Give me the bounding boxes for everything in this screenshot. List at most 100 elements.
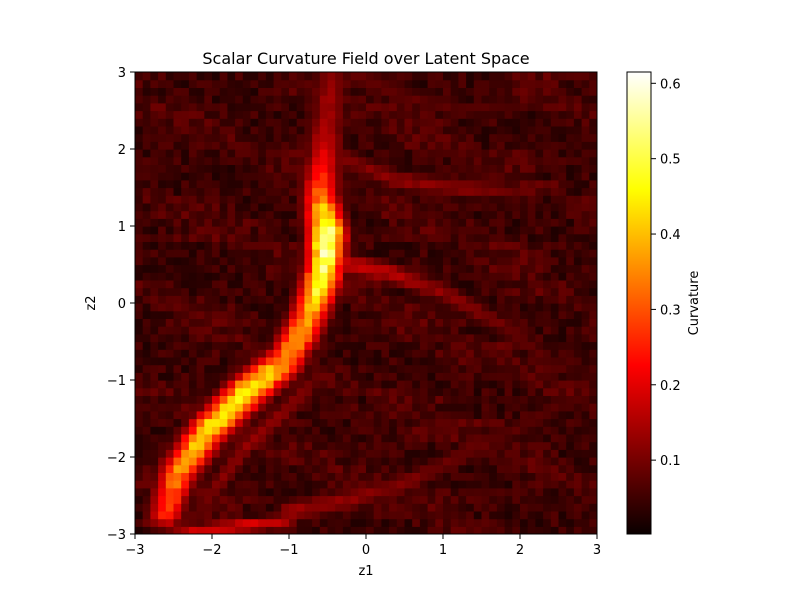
heatmap-cell (281, 149, 290, 158)
heatmap-cell (258, 256, 267, 266)
heatmap-cell (250, 480, 259, 489)
heatmap-cell (173, 256, 182, 266)
heatmap-cell (496, 149, 506, 158)
heatmap-cell (550, 95, 560, 104)
heatmap-cell (381, 403, 390, 412)
heatmap-cell (135, 526, 144, 534)
heatmap-cell (512, 79, 521, 88)
heatmap-cell (573, 249, 583, 258)
heatmap-cell (242, 172, 252, 181)
heatmap-cell (173, 341, 182, 350)
heatmap-cell (327, 310, 336, 319)
heatmap-cell (389, 356, 398, 366)
heatmap-cell (389, 102, 398, 112)
heatmap-cell (135, 79, 144, 88)
heatmap-cell (419, 233, 429, 242)
heatmap-cell (350, 356, 359, 366)
heatmap-cell (289, 125, 298, 135)
heatmap-cell (296, 295, 305, 304)
heatmap-cell (381, 303, 390, 312)
heatmap-cell (481, 118, 490, 127)
heatmap-cell (135, 510, 144, 520)
heatmap-cell (366, 233, 375, 242)
heatmap-cell (419, 395, 429, 404)
heatmap-cell (135, 495, 144, 504)
heatmap-cell (589, 95, 597, 104)
heatmap-cell (219, 387, 228, 396)
heatmap-cell (366, 387, 375, 396)
heatmap-cell (458, 179, 467, 189)
heatmap-cell (335, 79, 344, 88)
heatmap-cell (258, 164, 267, 173)
heatmap-cell (135, 326, 144, 335)
heatmap-cell (412, 110, 421, 119)
heatmap-cell (550, 187, 560, 196)
heatmap-cell (543, 164, 552, 173)
heatmap-cell (535, 226, 544, 235)
heatmap-cell (381, 387, 390, 396)
heatmap-cell (427, 341, 436, 350)
heatmap-cell (573, 149, 583, 158)
heatmap-cell (443, 318, 452, 327)
heatmap-cell (258, 303, 267, 312)
heatmap-cell (373, 72, 382, 81)
heatmap-cell (427, 172, 436, 181)
heatmap-cell (443, 380, 452, 389)
heatmap-cell (527, 241, 536, 250)
heatmap-cell (443, 125, 452, 135)
heatmap-cell (165, 287, 175, 296)
heatmap-cell (265, 179, 275, 189)
heatmap-cell (558, 172, 567, 181)
heatmap-cell (543, 426, 552, 435)
heatmap-cell (466, 241, 475, 250)
heatmap-cell (142, 510, 151, 520)
heatmap-cell (150, 272, 159, 281)
heatmap-cell (188, 287, 198, 296)
heatmap-cell (543, 403, 552, 412)
heatmap-cell (304, 457, 313, 466)
heatmap-cell (435, 472, 444, 481)
heatmap-cell (350, 303, 359, 312)
heatmap-cell (396, 457, 406, 466)
heatmap-cell (150, 480, 159, 489)
colorbar-tick-label: 0.4 (660, 228, 681, 243)
heatmap-cell (204, 241, 213, 250)
heatmap-cell (543, 341, 552, 350)
heatmap-cell (496, 241, 506, 250)
heatmap-cell (265, 395, 275, 404)
heatmap-cell (235, 487, 244, 497)
heatmap-cell (196, 364, 205, 373)
heatmap-cell (150, 526, 159, 534)
heatmap-cell (366, 187, 375, 196)
heatmap-cell (473, 318, 483, 327)
heatmap-cell (489, 102, 498, 112)
heatmap-cell (481, 403, 490, 412)
heatmap-cell (504, 202, 513, 212)
heatmap-cell (219, 433, 228, 443)
heatmap-cell (342, 256, 352, 266)
heatmap-cell (273, 226, 282, 235)
heatmap-cell (373, 426, 382, 435)
heatmap-cell (419, 341, 429, 350)
heatmap-cell (135, 218, 144, 227)
heatmap-cell (181, 195, 190, 204)
heatmap-cell (273, 125, 282, 135)
heatmap-cell (381, 495, 390, 504)
heatmap-cell (142, 464, 151, 473)
heatmap-cell (489, 480, 498, 489)
heatmap-cell (335, 303, 344, 312)
heatmap-cell (427, 141, 436, 150)
heatmap-cell (581, 272, 590, 281)
heatmap-cell (212, 141, 221, 150)
heatmap-cell (342, 387, 352, 396)
colorbar-tick-label: 0.3 (660, 303, 681, 318)
heatmap-cell (558, 403, 567, 412)
heatmap-cell (250, 403, 259, 412)
heatmap-cell (204, 495, 213, 504)
heatmap-cell (150, 310, 159, 319)
heatmap-cell (520, 164, 529, 173)
heatmap-cell (496, 318, 506, 327)
heatmap-cell (242, 349, 252, 358)
heatmap-cell (404, 518, 413, 527)
heatmap-cell (289, 156, 298, 165)
